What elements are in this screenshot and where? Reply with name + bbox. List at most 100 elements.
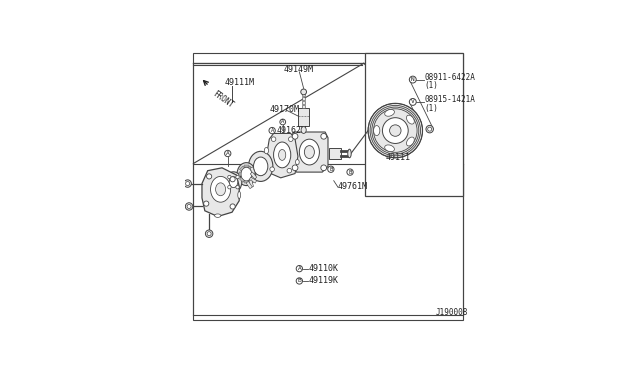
Circle shape: [270, 167, 275, 171]
Text: (1): (1): [424, 81, 438, 90]
Bar: [250, 167, 255, 174]
Ellipse shape: [229, 177, 238, 187]
Text: B: B: [348, 170, 352, 174]
Bar: [248, 166, 253, 171]
Bar: [302, 105, 305, 108]
Circle shape: [292, 134, 298, 139]
Ellipse shape: [385, 145, 394, 152]
Bar: [246, 182, 252, 189]
Circle shape: [410, 76, 416, 83]
Circle shape: [301, 89, 307, 95]
Text: 49761M: 49761M: [338, 182, 368, 191]
Bar: [365, 53, 463, 196]
Ellipse shape: [406, 115, 414, 124]
Text: N: N: [411, 77, 415, 82]
Circle shape: [207, 232, 211, 236]
Circle shape: [292, 165, 298, 171]
Polygon shape: [266, 134, 298, 178]
Ellipse shape: [214, 214, 221, 217]
Bar: [239, 172, 241, 176]
Ellipse shape: [278, 150, 285, 160]
Text: V: V: [411, 99, 415, 105]
Circle shape: [383, 118, 408, 144]
Bar: [302, 101, 305, 104]
Bar: [244, 165, 249, 167]
Circle shape: [390, 125, 401, 136]
Ellipse shape: [406, 137, 414, 146]
Text: 08915-1421A: 08915-1421A: [424, 95, 475, 104]
Text: A: A: [281, 119, 284, 125]
Ellipse shape: [301, 126, 306, 134]
Bar: [248, 177, 253, 182]
Bar: [298, 108, 309, 126]
Ellipse shape: [248, 151, 273, 182]
Circle shape: [271, 137, 276, 141]
Polygon shape: [202, 168, 239, 217]
Circle shape: [328, 166, 334, 172]
Ellipse shape: [374, 126, 380, 135]
Circle shape: [186, 182, 189, 186]
Circle shape: [296, 278, 303, 284]
Bar: [302, 93, 305, 96]
Ellipse shape: [385, 109, 394, 116]
Circle shape: [230, 204, 235, 209]
Polygon shape: [291, 132, 328, 172]
Circle shape: [207, 174, 212, 179]
Ellipse shape: [273, 142, 291, 168]
Text: A: A: [271, 128, 274, 133]
Text: 49119K: 49119K: [308, 276, 339, 285]
Bar: [302, 97, 305, 100]
Text: 08911-6422A: 08911-6422A: [424, 73, 475, 82]
Circle shape: [280, 119, 285, 125]
Circle shape: [289, 137, 293, 141]
Circle shape: [410, 99, 416, 105]
Ellipse shape: [264, 147, 269, 154]
Ellipse shape: [305, 145, 314, 158]
Ellipse shape: [216, 183, 225, 196]
Bar: [239, 166, 244, 171]
Ellipse shape: [348, 149, 351, 158]
Circle shape: [287, 169, 292, 173]
Ellipse shape: [237, 163, 255, 186]
Ellipse shape: [211, 176, 230, 202]
Bar: [330, 148, 341, 158]
Text: J190008: J190008: [435, 308, 468, 317]
Circle shape: [236, 175, 239, 179]
Ellipse shape: [238, 192, 241, 199]
Bar: [249, 177, 257, 183]
Text: B: B: [329, 167, 333, 172]
Circle shape: [187, 205, 191, 208]
Circle shape: [186, 203, 193, 210]
Circle shape: [347, 169, 353, 175]
Circle shape: [236, 186, 239, 189]
Bar: [252, 172, 254, 176]
Bar: [250, 172, 257, 179]
Text: (1): (1): [424, 104, 438, 113]
Text: 49162N: 49162N: [276, 126, 307, 135]
Circle shape: [321, 134, 326, 139]
Bar: [239, 177, 244, 182]
Ellipse shape: [300, 139, 319, 165]
Text: 49170M: 49170M: [270, 105, 300, 114]
Bar: [244, 181, 249, 183]
Circle shape: [296, 266, 303, 272]
Circle shape: [230, 177, 235, 182]
Circle shape: [426, 125, 433, 133]
Ellipse shape: [241, 167, 252, 181]
Text: 49111M: 49111M: [224, 78, 254, 87]
Circle shape: [228, 186, 231, 189]
Text: B: B: [298, 279, 301, 283]
Circle shape: [428, 127, 432, 131]
Circle shape: [184, 180, 191, 187]
Text: FRONT: FRONT: [211, 89, 235, 110]
Circle shape: [368, 103, 422, 158]
Ellipse shape: [296, 160, 300, 165]
Text: A: A: [226, 151, 230, 156]
Circle shape: [225, 150, 231, 157]
Text: 49149M: 49149M: [284, 65, 314, 74]
Text: 49111: 49111: [385, 153, 410, 162]
Circle shape: [321, 165, 326, 171]
Circle shape: [204, 201, 209, 206]
Text: 49110K: 49110K: [308, 264, 339, 273]
Text: A: A: [298, 266, 301, 271]
